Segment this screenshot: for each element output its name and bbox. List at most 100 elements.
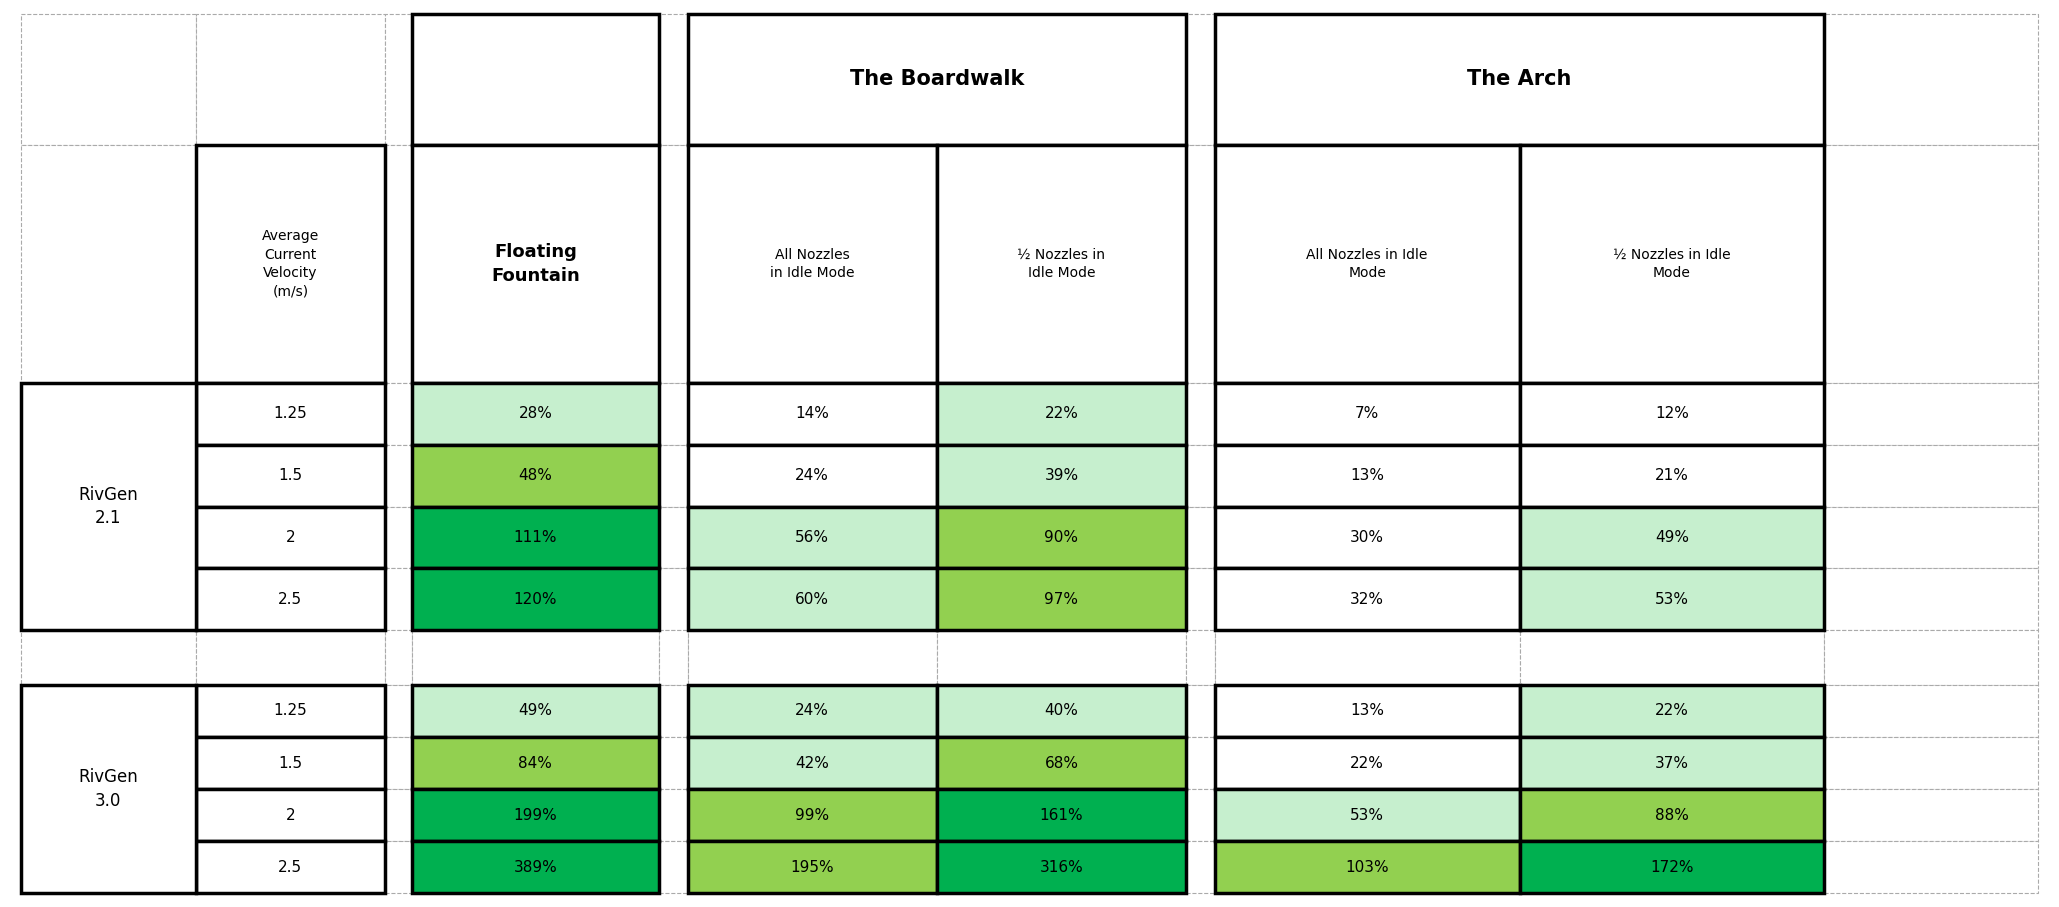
Bar	[385, 444, 412, 506]
Bar	[1824, 14, 2038, 145]
Bar	[659, 506, 688, 569]
Text: 40%: 40%	[1044, 703, 1079, 718]
Bar	[937, 145, 1186, 383]
Text: 7%: 7%	[1355, 406, 1380, 421]
Text: 13%: 13%	[1351, 468, 1384, 483]
Bar	[937, 444, 1186, 506]
Bar	[659, 383, 688, 444]
Text: 316%: 316%	[1040, 860, 1083, 875]
Text: 22%: 22%	[1044, 406, 1079, 421]
Bar	[688, 145, 937, 383]
Text: 24%: 24%	[795, 468, 830, 483]
Bar	[1215, 383, 1520, 444]
Bar	[1215, 145, 1520, 383]
Bar	[412, 145, 659, 383]
Text: 37%: 37%	[1655, 756, 1688, 771]
Bar	[937, 506, 1186, 569]
Text: 12%: 12%	[1655, 406, 1688, 421]
Bar	[1520, 444, 1824, 506]
Bar	[1824, 444, 2038, 506]
Bar	[412, 685, 659, 736]
Bar	[385, 630, 412, 685]
Bar	[1824, 789, 2038, 842]
Bar	[659, 685, 688, 736]
Bar	[1520, 789, 1824, 842]
Bar	[1520, 383, 1824, 444]
Text: 22%: 22%	[1351, 756, 1384, 771]
Text: 13%: 13%	[1351, 703, 1384, 718]
Bar	[1215, 789, 1520, 842]
Bar	[688, 444, 937, 506]
Bar	[385, 685, 412, 736]
Bar	[1186, 145, 1215, 383]
Text: 97%: 97%	[1044, 592, 1079, 607]
Text: 49%: 49%	[1655, 530, 1688, 545]
Bar	[659, 789, 688, 842]
Text: 53%: 53%	[1655, 592, 1688, 607]
Bar	[688, 842, 937, 893]
Bar	[1215, 685, 1520, 736]
Text: 99%: 99%	[795, 807, 830, 823]
Bar	[196, 145, 385, 383]
Bar	[21, 145, 196, 383]
Text: The Boardwalk: The Boardwalk	[850, 69, 1023, 90]
Bar	[659, 630, 688, 685]
Bar	[196, 789, 385, 842]
Text: 22%: 22%	[1655, 703, 1688, 718]
Text: 14%: 14%	[795, 406, 830, 421]
Text: The Arch: The Arch	[1468, 69, 1571, 90]
Bar	[385, 506, 412, 569]
Bar	[196, 383, 385, 444]
Bar	[412, 789, 659, 842]
Bar	[937, 569, 1186, 630]
Bar	[196, 630, 385, 685]
Text: 120%: 120%	[513, 592, 558, 607]
Bar	[1824, 842, 2038, 893]
Bar	[385, 14, 412, 145]
Bar	[1520, 736, 1824, 789]
Bar	[937, 630, 1186, 685]
Text: 60%: 60%	[795, 592, 830, 607]
Bar	[659, 842, 688, 893]
Bar	[1215, 630, 1520, 685]
Bar	[1215, 444, 1520, 506]
Text: 56%: 56%	[795, 530, 830, 545]
Bar	[659, 444, 688, 506]
Text: 21%: 21%	[1655, 468, 1688, 483]
Bar	[412, 383, 659, 444]
Bar	[1824, 145, 2038, 383]
Text: 2.5: 2.5	[278, 592, 303, 607]
Bar	[937, 736, 1186, 789]
Bar	[412, 506, 659, 569]
Text: Average
Current
Velocity
(m/s): Average Current Velocity (m/s)	[261, 229, 319, 298]
Text: 103%: 103%	[1345, 860, 1390, 875]
Bar	[1824, 506, 2038, 569]
Bar	[385, 736, 412, 789]
Text: 1.25: 1.25	[274, 703, 307, 718]
Text: 53%: 53%	[1351, 807, 1384, 823]
Bar	[196, 842, 385, 893]
Bar	[1186, 383, 1215, 444]
Text: 84%: 84%	[519, 756, 552, 771]
Bar	[1186, 14, 1215, 145]
Bar	[1186, 569, 1215, 630]
Bar	[1186, 789, 1215, 842]
Text: 2.5: 2.5	[278, 860, 303, 875]
Bar	[1520, 145, 1824, 383]
Bar	[412, 569, 659, 630]
Text: All Nozzles
in Idle Mode: All Nozzles in Idle Mode	[770, 248, 854, 280]
Bar	[21, 630, 196, 685]
Bar	[1824, 569, 2038, 630]
Bar	[688, 630, 937, 685]
Text: 32%: 32%	[1351, 592, 1384, 607]
Bar	[385, 789, 412, 842]
Text: 30%: 30%	[1351, 530, 1384, 545]
Bar	[659, 145, 688, 383]
Bar	[385, 383, 412, 444]
Text: 1.25: 1.25	[274, 406, 307, 421]
Bar	[412, 842, 659, 893]
Bar	[21, 14, 196, 145]
Bar	[937, 685, 1186, 736]
Text: 199%: 199%	[513, 807, 558, 823]
Text: Floating
Fountain: Floating Fountain	[490, 243, 581, 285]
